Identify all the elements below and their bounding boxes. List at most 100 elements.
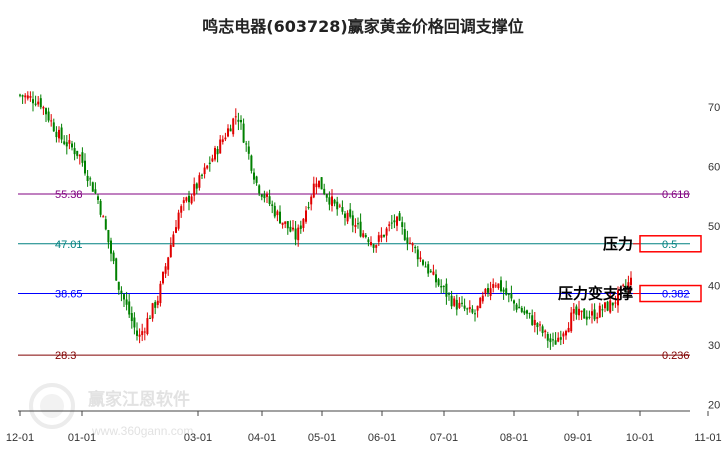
candle (474, 309, 476, 322)
candle (206, 164, 209, 170)
candle (528, 312, 531, 319)
candle (580, 310, 583, 320)
candle (97, 193, 99, 205)
candle (437, 277, 440, 287)
candle (570, 307, 573, 333)
candle (263, 190, 266, 203)
candle (445, 278, 448, 305)
x-tick-label: 08-01 (500, 432, 528, 444)
candle (175, 220, 177, 234)
candle (539, 321, 541, 332)
level-ratio-label: 0.382 (662, 289, 690, 301)
candle (149, 315, 151, 319)
x-tick-label: 04-01 (248, 432, 276, 444)
candle (26, 91, 29, 101)
candle (385, 226, 388, 243)
candle (357, 217, 359, 229)
candle (461, 296, 463, 307)
candle (136, 322, 138, 341)
candle (546, 331, 549, 348)
candle (99, 199, 102, 218)
candle (86, 170, 89, 187)
level-price-label: 28.3 (55, 350, 76, 362)
candle (279, 205, 281, 224)
candle (476, 305, 479, 318)
candle (286, 220, 289, 235)
candle (591, 303, 593, 324)
candle (583, 307, 586, 319)
candle (289, 220, 292, 233)
candle (458, 297, 461, 309)
candle (133, 312, 136, 335)
candle (260, 193, 263, 201)
candle (312, 176, 315, 199)
candle (325, 193, 328, 202)
candle (19, 93, 21, 98)
candle (47, 107, 50, 123)
candle (609, 292, 612, 314)
candle (364, 233, 367, 239)
candle (193, 177, 196, 202)
candle (351, 210, 354, 233)
candle (154, 300, 157, 315)
candle (562, 331, 565, 345)
x-tick-label: 06-01 (368, 432, 396, 444)
candle (52, 118, 55, 132)
candle (255, 175, 258, 186)
candle (372, 243, 375, 253)
candle (455, 294, 458, 316)
candle (375, 244, 378, 253)
candle (565, 329, 567, 340)
candle (598, 302, 601, 319)
candle (619, 286, 622, 298)
candle (471, 305, 474, 315)
y-tick-label: 40 (708, 281, 720, 293)
candle (29, 91, 32, 102)
candle (195, 182, 198, 195)
candle (78, 154, 81, 165)
candle (73, 142, 76, 161)
candle (406, 230, 409, 251)
candle (34, 95, 37, 107)
x-tick-label: 12-01 (6, 432, 34, 444)
candle (575, 304, 578, 320)
candle (159, 280, 162, 307)
candle (253, 168, 255, 185)
y-tick-label: 70 (708, 102, 720, 114)
candle (299, 220, 302, 234)
candle (359, 213, 362, 238)
candle (110, 237, 112, 262)
candle (362, 230, 365, 239)
candle (531, 309, 534, 326)
candle (370, 236, 372, 247)
candle (125, 291, 128, 311)
candle (585, 310, 588, 326)
candle (71, 140, 73, 151)
candle (593, 303, 596, 322)
candle (156, 295, 159, 309)
candle (268, 189, 271, 207)
candle (388, 221, 391, 232)
candle (604, 301, 606, 313)
candle (557, 332, 560, 343)
candle (500, 276, 502, 293)
candle (102, 214, 105, 218)
candle (310, 194, 313, 211)
candle (630, 271, 632, 292)
candle (273, 202, 276, 219)
candle (60, 123, 63, 144)
candle (533, 311, 536, 333)
candle (84, 153, 86, 176)
level-ratio-label: 0.618 (662, 189, 690, 201)
candle (130, 306, 133, 329)
candle (58, 126, 60, 143)
y-tick-label: 60 (708, 162, 720, 174)
candle (224, 132, 227, 142)
candle (624, 279, 627, 293)
candle (510, 285, 513, 302)
candle (117, 281, 120, 295)
candle (167, 256, 170, 276)
candle (588, 310, 591, 320)
candle (180, 204, 183, 218)
